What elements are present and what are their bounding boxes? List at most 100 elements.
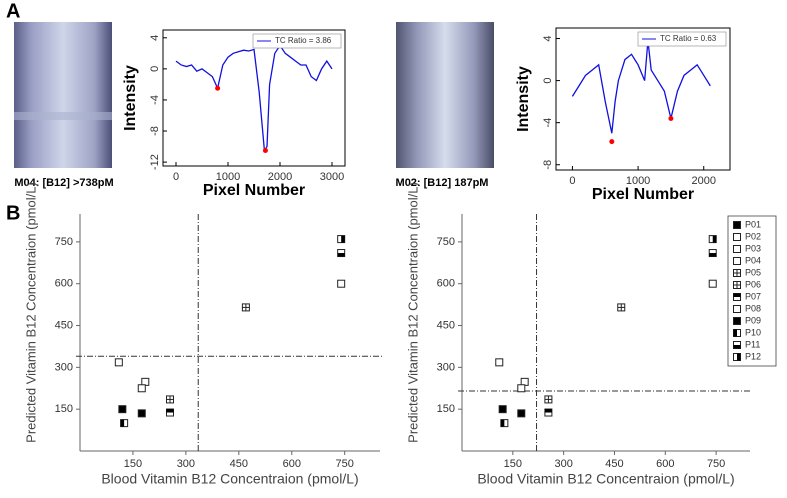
panel-label: B: [6, 202, 20, 224]
y-axis-title: Predicted Vitamin B12 Concentraion (pmol…: [405, 182, 420, 443]
minimum-marker: [215, 85, 221, 91]
point-marker: [337, 279, 346, 288]
marker-box: [733, 221, 741, 229]
x-tick-label: 2000: [691, 175, 715, 187]
point-marker: [733, 245, 741, 253]
y-tick-label: 0: [149, 66, 161, 72]
marker-box: [733, 305, 741, 313]
y-tick-label: 750: [437, 236, 455, 248]
marker-fill: [733, 293, 741, 297]
marker-box: [517, 409, 526, 418]
marker-box: [733, 245, 741, 253]
legend-label: P08: [745, 303, 761, 313]
x-axis-title: Blood Vitamin B12 Concentraion (pmol/L): [477, 471, 734, 487]
legend-label: P10: [745, 327, 761, 337]
point-marker: [498, 405, 507, 414]
point-marker: [617, 303, 626, 312]
legend-label: TC Ratio = 3.86: [275, 36, 332, 45]
point-marker: [337, 249, 346, 258]
x-axis-title: Blood Vitamin B12 Concentraion (pmol/L): [101, 471, 358, 487]
y-tick-label: -8: [542, 160, 554, 170]
y-axis-title: Intensity: [122, 65, 139, 131]
y-tick-label: -12: [149, 154, 161, 170]
x-tick-label: 0: [173, 171, 179, 183]
legend-box: [637, 31, 727, 47]
x-axis-title: Pixel Number: [592, 186, 694, 203]
point-marker: [337, 235, 346, 244]
marker-fill: [733, 345, 741, 349]
marker-box: [733, 317, 741, 325]
point-marker: [241, 303, 250, 312]
marker-box: [337, 279, 346, 288]
legend-label: TC Ratio = 0.63: [660, 34, 717, 43]
y-axis-title: Predicted Vitamin B12 Concentraion (pmol…: [23, 182, 38, 443]
x-tick-label: 300: [554, 458, 572, 470]
point-marker: [733, 257, 741, 265]
point-marker: [708, 235, 717, 244]
photo: [14, 22, 112, 168]
y-tick-label: 0: [542, 78, 554, 84]
y-tick-label: 300: [55, 361, 73, 373]
x-tick-label: 150: [124, 458, 142, 470]
x-tick-label: 300: [177, 458, 195, 470]
signal-line: [571, 40, 711, 134]
legend-label: P02: [745, 231, 761, 241]
marker-fill: [337, 253, 345, 257]
point-marker: [544, 395, 553, 404]
point-marker: [733, 353, 741, 361]
point-marker: [733, 293, 741, 301]
point-marker: [120, 419, 129, 428]
point-marker: [517, 409, 526, 418]
marker-box: [498, 405, 507, 414]
marker-fill: [341, 235, 345, 243]
minimum-marker: [262, 147, 268, 153]
point-marker: [517, 384, 526, 393]
photo: [396, 22, 494, 168]
marker-fill: [120, 419, 125, 427]
y-axis-title: Intensity: [515, 66, 532, 132]
x-tick-label: 1000: [626, 175, 650, 187]
x-tick-label: 1000: [216, 171, 240, 183]
minimum-marker: [609, 139, 615, 145]
y-tick-label: 150: [437, 403, 455, 415]
plot-frame: [162, 29, 346, 167]
x-tick-label: 750: [707, 458, 725, 470]
point-marker: [137, 409, 146, 418]
legend-label: P03: [745, 243, 761, 253]
y-tick-label: 450: [55, 319, 73, 331]
legend-label: P11: [745, 339, 760, 349]
marker-box: [118, 405, 127, 414]
legend-label: P04: [745, 255, 761, 265]
point-marker: [733, 233, 741, 241]
point-marker: [733, 329, 741, 337]
y-tick-label: 750: [55, 236, 73, 248]
marker-fill: [709, 253, 717, 257]
x-tick-label: 2000: [268, 171, 292, 183]
marker-fill: [500, 419, 505, 427]
point-marker: [733, 281, 741, 289]
y-tick-label: 300: [437, 361, 455, 373]
point-marker: [733, 317, 741, 325]
y-tick-label: 4: [542, 35, 554, 41]
photo-caption: M04: [B12] >738pM: [14, 177, 113, 189]
legend-label: P06: [745, 279, 761, 289]
point-marker: [733, 305, 741, 313]
plot-frame: [555, 27, 731, 171]
x-tick-label: 450: [230, 458, 248, 470]
point-marker: [114, 358, 123, 367]
legend-label: P07: [745, 291, 761, 301]
point-marker: [166, 408, 174, 417]
marker-fill: [166, 409, 174, 413]
legend-label: P12: [745, 351, 761, 361]
point-marker: [500, 419, 509, 428]
point-marker: [733, 269, 741, 277]
point-marker: [733, 341, 741, 349]
y-tick-label: 600: [55, 278, 73, 290]
legend-label: P01: [745, 219, 761, 229]
point-marker: [495, 358, 504, 367]
point-marker: [118, 405, 127, 414]
photo-caption: M02: [B12] 187pM: [396, 177, 489, 189]
legend-label: P09: [745, 315, 761, 325]
point-marker: [137, 384, 146, 393]
